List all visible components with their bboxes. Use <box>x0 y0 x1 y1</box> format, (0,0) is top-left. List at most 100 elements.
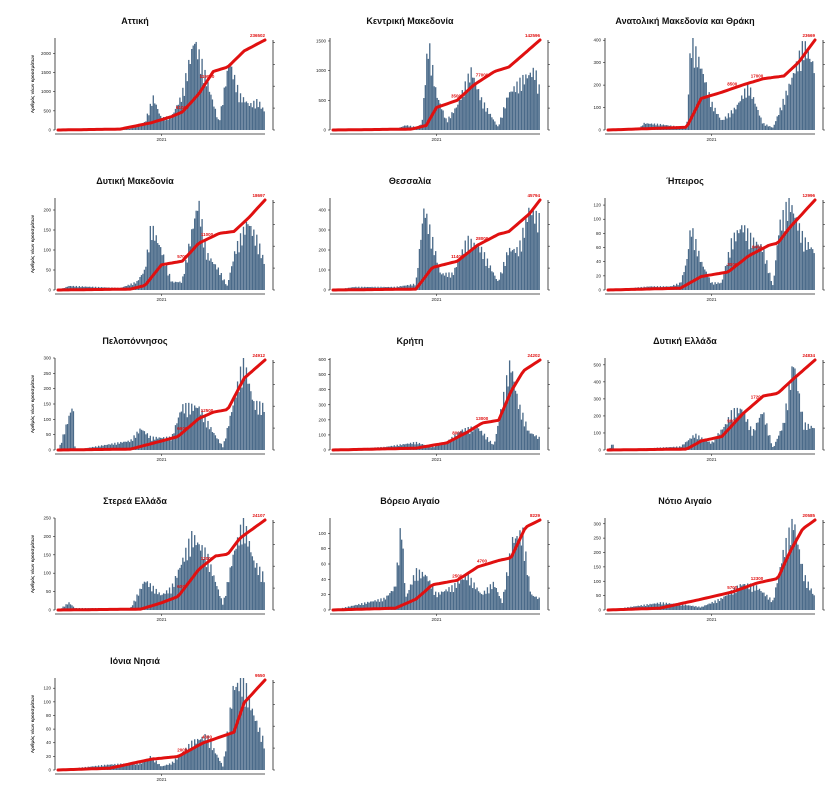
daily-cases-bar <box>252 556 253 610</box>
daily-cases-bar <box>536 435 537 450</box>
daily-cases-bar <box>765 126 766 130</box>
daily-cases-bar <box>692 606 693 610</box>
daily-cases-bar <box>479 100 480 130</box>
daily-cases-bar <box>247 547 248 610</box>
daily-cases-bar <box>264 412 265 450</box>
daily-cases-bar <box>249 695 250 770</box>
daily-cases-bar <box>196 42 197 130</box>
daily-cases-bar <box>479 593 480 610</box>
daily-cases-bar <box>478 428 479 450</box>
daily-cases-bar <box>258 415 259 450</box>
daily-cases-bar <box>198 544 199 610</box>
daily-cases-bar <box>506 98 507 130</box>
daily-cases-bar <box>778 436 779 450</box>
daily-cases-bar <box>200 74 201 130</box>
daily-cases-bar <box>738 103 739 130</box>
daily-cases-bar <box>513 86 514 130</box>
daily-cases-bar <box>209 92 210 130</box>
daily-cases-bar <box>179 412 180 450</box>
daily-cases-bar <box>695 434 696 450</box>
daily-cases-bar <box>160 116 161 130</box>
daily-cases-bar <box>249 226 250 290</box>
daily-cases-bar <box>509 248 510 290</box>
daily-cases-bar <box>714 600 715 610</box>
daily-cases-bar <box>719 118 720 130</box>
daily-cases-bar <box>163 254 164 290</box>
cumulative-label: 4700 <box>477 559 488 564</box>
daily-cases-bar <box>497 281 498 290</box>
daily-cases-bar <box>505 590 506 610</box>
daily-cases-bar <box>250 226 251 290</box>
daily-cases-bar <box>259 244 260 290</box>
daily-cases-bar <box>232 262 233 290</box>
daily-cases-bar <box>534 436 535 450</box>
daily-cases-bar <box>772 447 773 450</box>
daily-cases-bar <box>528 208 529 290</box>
daily-cases-bar <box>426 54 427 130</box>
daily-cases-bar <box>437 446 438 450</box>
daily-cases-bar <box>196 211 197 290</box>
daily-cases-bar <box>469 251 470 290</box>
daily-cases-bar <box>176 578 177 610</box>
daily-cases-bar <box>465 241 466 290</box>
daily-cases-bar <box>785 91 786 130</box>
daily-cases-bar <box>748 430 749 450</box>
daily-cases-bar <box>507 255 508 290</box>
daily-cases-bar <box>167 276 168 290</box>
daily-cases-bar <box>763 248 764 290</box>
daily-cases-bar <box>756 585 757 610</box>
daily-cases-bar <box>441 109 442 130</box>
daily-cases-bar <box>466 252 467 290</box>
daily-cases-bar <box>734 408 735 450</box>
daily-cases-bar <box>432 237 433 290</box>
daily-cases-bar <box>154 103 155 130</box>
daily-cases-bar <box>197 408 198 450</box>
daily-cases-bar <box>231 67 232 130</box>
daily-cases-bar <box>166 765 167 770</box>
x-tick-label: 2021 <box>706 617 717 622</box>
daily-cases-bar <box>62 434 63 450</box>
daily-cases-bar <box>243 97 244 130</box>
daily-cases-bar <box>488 114 489 130</box>
daily-cases-bar <box>522 527 523 610</box>
daily-cases-bar <box>785 538 786 610</box>
daily-cases-bar <box>67 424 68 450</box>
daily-cases-bar <box>215 264 216 290</box>
y-tick-label: 500 <box>43 108 51 113</box>
daily-cases-bar <box>243 227 244 290</box>
daily-cases-bar <box>780 431 781 450</box>
daily-cases-bar <box>201 219 202 290</box>
y-tick-label: 0 <box>48 768 51 773</box>
y-tick-label: 400 <box>593 379 601 384</box>
daily-cases-bar <box>494 276 495 290</box>
daily-cases-bar <box>185 73 186 130</box>
daily-cases-bar <box>709 442 710 450</box>
daily-cases-bar <box>743 99 744 130</box>
daily-cases-bar <box>451 585 452 610</box>
daily-cases-bar <box>740 229 741 290</box>
daily-cases-bar <box>179 282 180 290</box>
daily-cases-bar <box>244 707 245 770</box>
daily-cases-bar <box>185 548 186 610</box>
daily-cases-bar <box>796 217 797 290</box>
daily-cases-bar <box>704 605 705 610</box>
daily-cases-bar <box>802 412 803 450</box>
daily-cases-bar <box>768 126 769 130</box>
cumulative-label: 119000 <box>200 74 215 79</box>
daily-cases-bar <box>712 282 713 290</box>
daily-cases-bar <box>484 252 485 290</box>
daily-cases-bar <box>765 596 766 610</box>
y-tick-label: 500 <box>593 362 601 367</box>
y-tick-label: 200 <box>318 417 326 422</box>
daily-cases-bar <box>450 442 451 450</box>
daily-cases-bar <box>258 575 259 610</box>
y-tick-label: 150 <box>43 552 51 557</box>
cumulative-label: 11000 <box>201 232 214 237</box>
daily-cases-bar <box>221 598 222 610</box>
daily-cases-bar <box>432 586 433 610</box>
daily-cases-bar <box>213 107 214 130</box>
daily-cases-bar <box>519 405 520 450</box>
daily-cases-bar <box>808 424 809 450</box>
